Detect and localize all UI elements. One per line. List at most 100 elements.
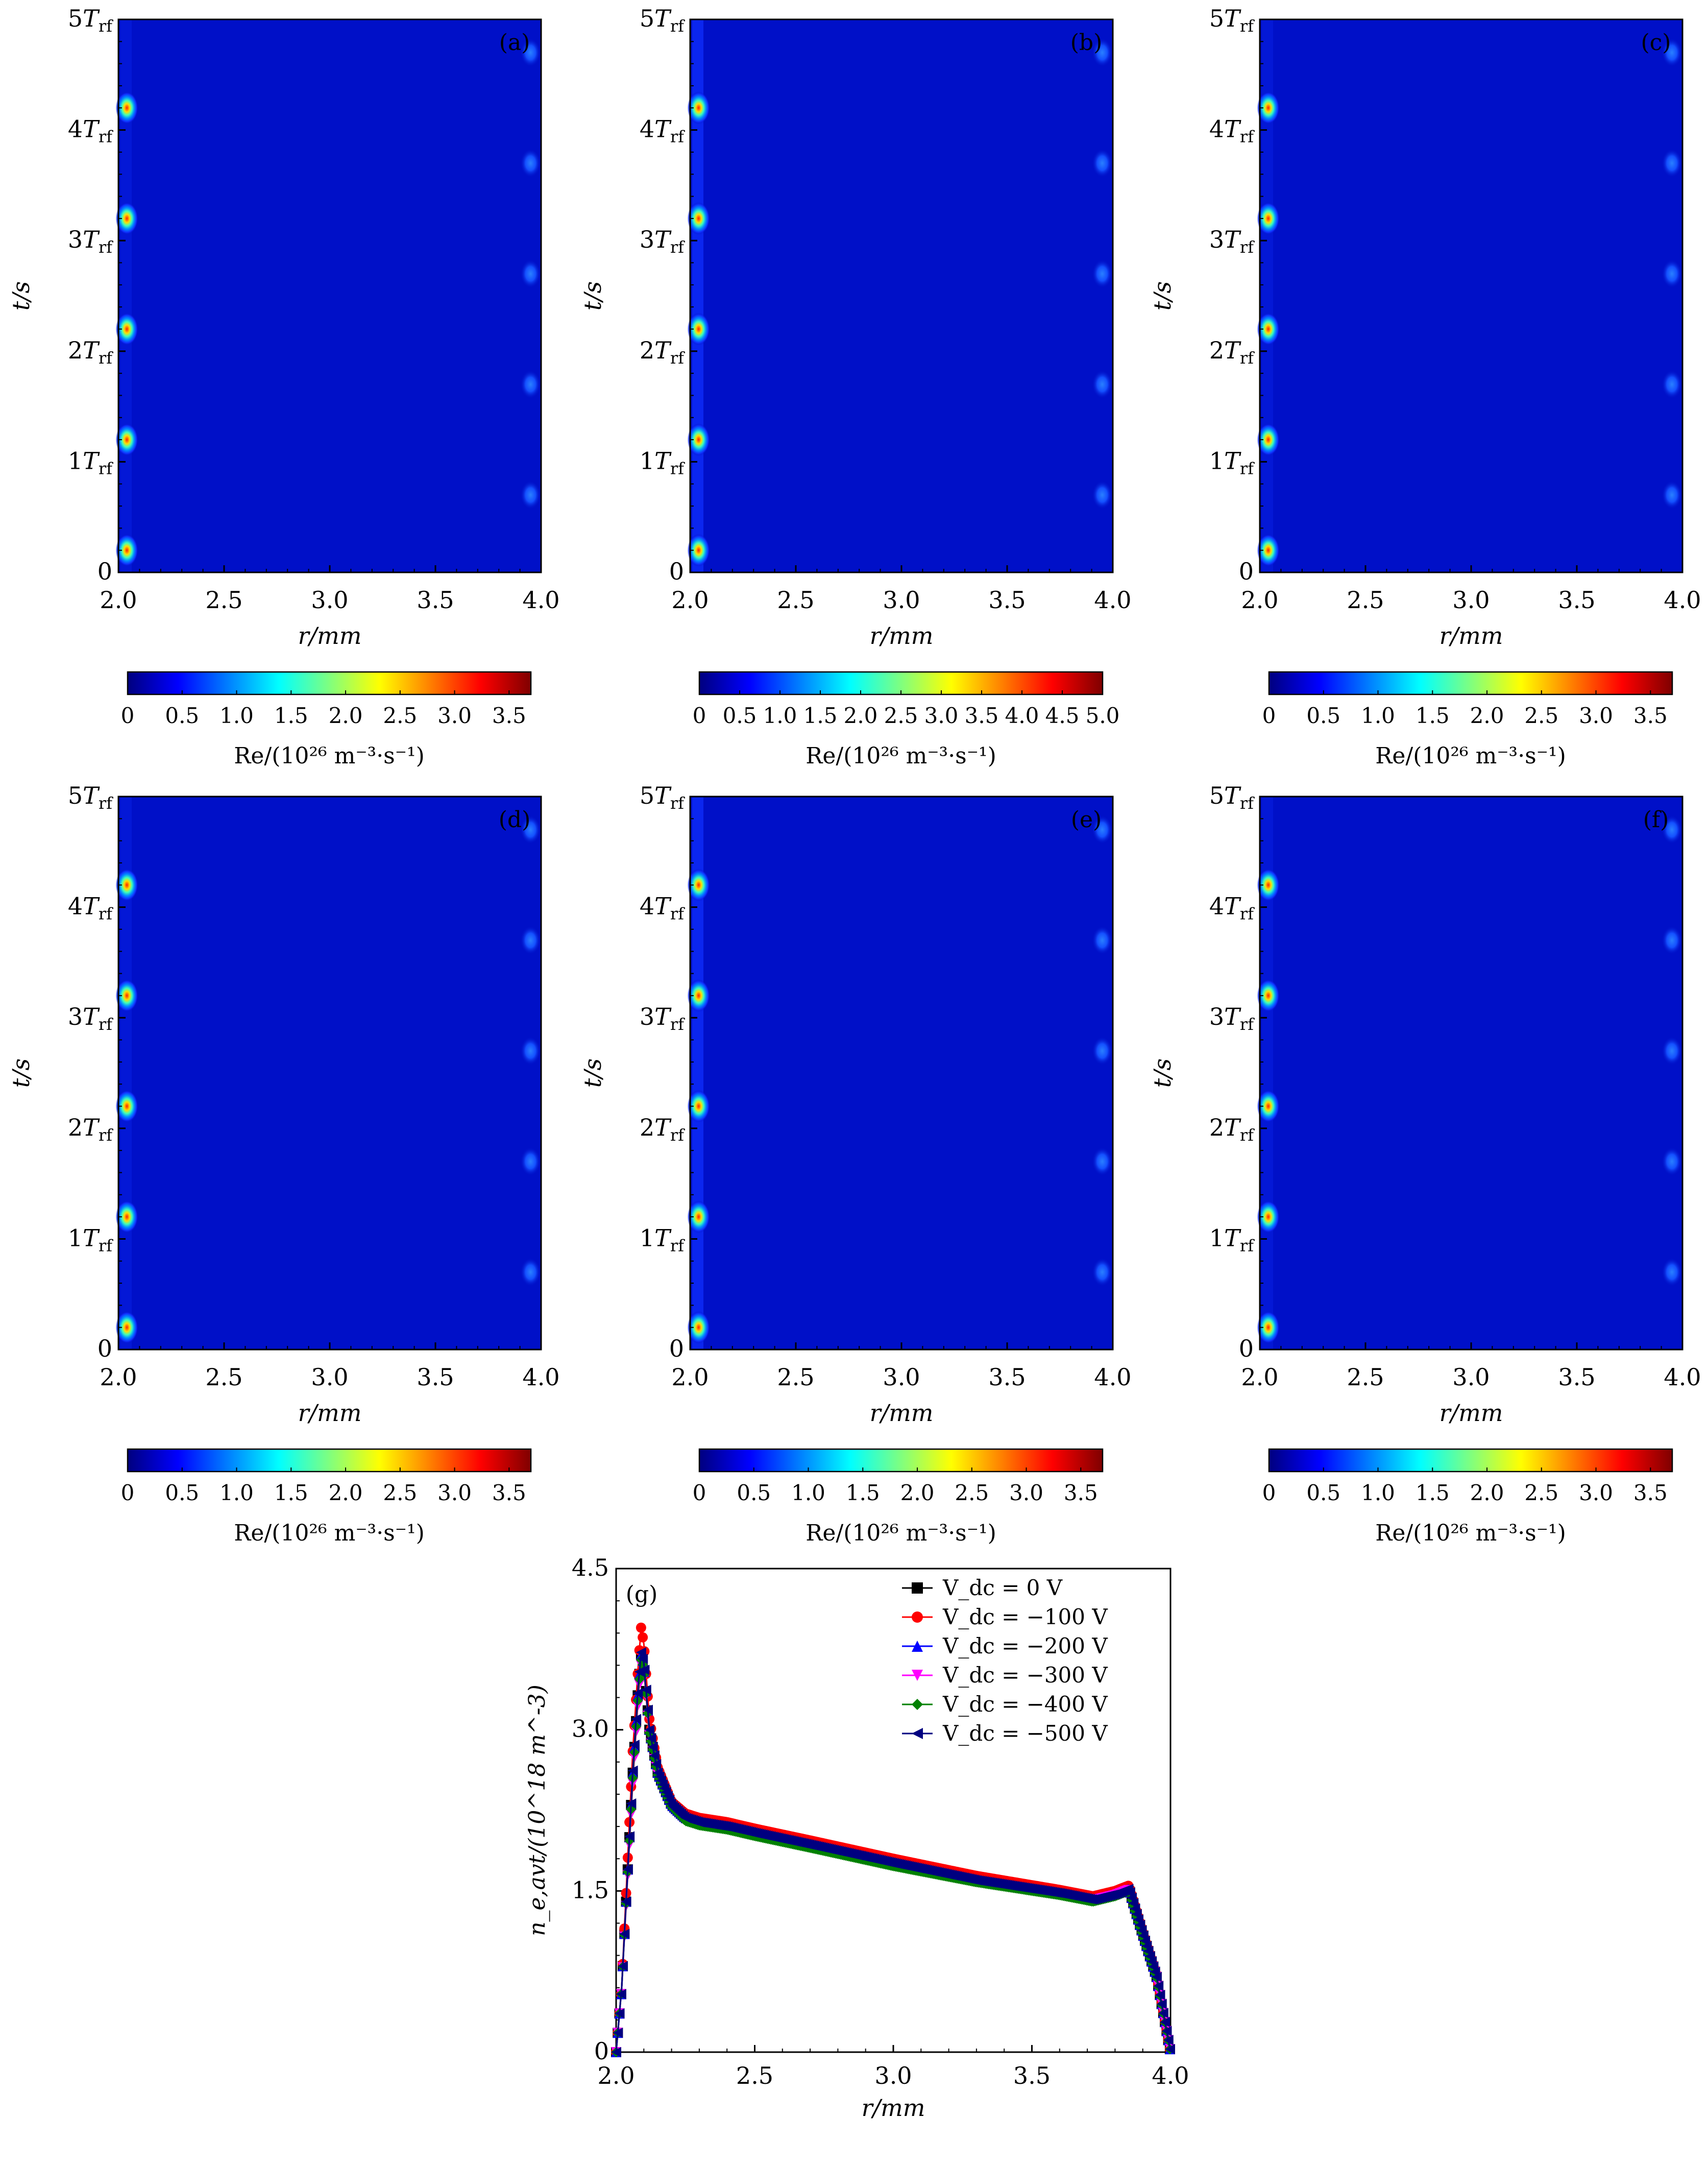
data-point bbox=[649, 1750, 660, 1761]
x-axis-label: r/mm bbox=[1439, 1399, 1503, 1427]
data-point bbox=[636, 1647, 646, 1658]
hotspot-inner bbox=[687, 202, 710, 235]
hotspot-outer bbox=[520, 38, 541, 67]
data-point bbox=[646, 1733, 656, 1744]
plot-frame bbox=[615, 1568, 1172, 2053]
hotspot-outer bbox=[1662, 480, 1682, 510]
legend-label: V_dc = −300 V bbox=[942, 1663, 1108, 1688]
hotspot-inner bbox=[1257, 979, 1280, 1012]
x-tick-label: 4.0 bbox=[522, 1363, 559, 1391]
heatmap-background bbox=[690, 797, 1113, 1350]
colorbar-tick-label: 3.0 bbox=[924, 703, 959, 728]
hotspot-outer bbox=[520, 1147, 541, 1176]
y-tick-label: 5Trf bbox=[1209, 5, 1255, 36]
x-tick-label: 3.5 bbox=[988, 586, 1026, 614]
y-axis-label: t/s bbox=[7, 1058, 35, 1088]
panel-label: (a) bbox=[499, 30, 530, 56]
y-tick-label: 1Trf bbox=[640, 1224, 685, 1255]
hotspot-outer bbox=[1092, 38, 1113, 67]
colorbar-tick-label: 0.5 bbox=[737, 1480, 771, 1505]
hotspot-outer bbox=[1662, 815, 1682, 844]
x-tick-label: 4.0 bbox=[1664, 1363, 1701, 1391]
x-tick-label: 3.0 bbox=[311, 586, 348, 614]
colorbar-tick-label: 0 bbox=[693, 703, 706, 728]
x-axis-label: r/mm bbox=[1439, 622, 1503, 649]
heatmap-panel: (a) 2.0 2.5 3.0 3.5 4.0 0 1Trf 2Trf 3Trf 4Trf 5Trf r… bbox=[7, 5, 560, 769]
colorbar-tick-label: 0.5 bbox=[165, 1480, 199, 1505]
colorbar bbox=[698, 1448, 1104, 1473]
hotspot-outer bbox=[1092, 480, 1113, 510]
colorbar-tick-label: 2.5 bbox=[383, 703, 417, 728]
x-tick-label: 2.5 bbox=[736, 2062, 773, 2089]
y-tick-label: 2Trf bbox=[640, 336, 685, 368]
hotspot-inner bbox=[115, 534, 138, 567]
x-tick-label: 2.0 bbox=[100, 586, 137, 614]
hotspot-inner bbox=[687, 1090, 710, 1123]
colorbar bbox=[1268, 1448, 1673, 1473]
legend-label: V_dc = −100 V bbox=[942, 1604, 1108, 1629]
hotspot-inner bbox=[115, 869, 138, 902]
data-point bbox=[629, 1740, 640, 1750]
legend-item: V_dc = −500 V bbox=[902, 1721, 1108, 1746]
heatmap-panel: (f) 2.0 2.5 3.0 3.5 4.0 0 1Trf 2Trf 3Trf 4Trf 5Trf r… bbox=[1149, 782, 1701, 1546]
x-tick-label: 2.0 bbox=[1241, 1363, 1278, 1391]
hotspot-inner bbox=[687, 91, 710, 125]
y-tick-label: 2Trf bbox=[1209, 1114, 1255, 1145]
data-point bbox=[639, 1665, 650, 1675]
x-axis-label: r/mm bbox=[870, 1399, 934, 1427]
hotspot-inner bbox=[687, 869, 710, 902]
hotspot-outer bbox=[1662, 38, 1682, 67]
y-tick-label: 4Trf bbox=[640, 115, 685, 147]
y-tick-label: 5Trf bbox=[1209, 782, 1255, 813]
y-tick-label: 5Trf bbox=[68, 5, 113, 36]
data-point bbox=[613, 2028, 623, 2038]
legend-item: V_dc = −100 V bbox=[902, 1604, 1108, 1629]
y-tick-label: 4Trf bbox=[68, 115, 113, 147]
colorbar-tick-label: 2.5 bbox=[955, 1480, 989, 1505]
y-tick-label: 1Trf bbox=[68, 447, 113, 478]
data-point bbox=[624, 1831, 635, 1842]
y-tick-label: 0 bbox=[97, 1335, 112, 1362]
hotspot-outer bbox=[1662, 149, 1682, 178]
data-point bbox=[619, 1929, 630, 1939]
colorbar-label: Re/(10²⁶ m⁻³·s⁻¹) bbox=[806, 743, 996, 769]
x-tick-label: 2.5 bbox=[205, 586, 242, 614]
colorbar-tick-label: 3.0 bbox=[1579, 703, 1613, 728]
colorbar-tick-label: 1.0 bbox=[219, 1480, 254, 1505]
data-point bbox=[1153, 1981, 1164, 1991]
heatmap-background bbox=[1260, 19, 1682, 572]
colorbar-tick-label: 4.0 bbox=[1005, 703, 1039, 728]
data-point bbox=[632, 1688, 643, 1699]
hotspot-outer bbox=[1662, 259, 1682, 288]
hotspot-inner bbox=[687, 312, 710, 346]
colorbar-tick-label: 1.0 bbox=[1361, 1480, 1395, 1505]
x-tick-label: 2.0 bbox=[100, 1363, 137, 1391]
y-tick-label: 4Trf bbox=[1209, 115, 1255, 147]
heatmap-panel: (c) 2.0 2.5 3.0 3.5 4.0 0 1Trf 2Trf 3Trf 4Trf 5Trf r… bbox=[1149, 5, 1701, 769]
x-tick-label: 4.0 bbox=[1664, 586, 1701, 614]
colorbar-tick-label: 3.0 bbox=[1009, 1480, 1043, 1505]
colorbar-tick-label: 3.0 bbox=[437, 703, 472, 728]
colorbar-tick-label: 2.0 bbox=[1470, 703, 1504, 728]
y-tick-label: 0 bbox=[669, 558, 684, 585]
legend-item: V_dc = −300 V bbox=[902, 1663, 1108, 1688]
x-tick-label: 3.5 bbox=[1558, 1363, 1595, 1391]
data-point bbox=[912, 1582, 923, 1594]
panel-label: (e) bbox=[1071, 807, 1102, 833]
data-point bbox=[1151, 1971, 1162, 1982]
colorbar bbox=[1268, 671, 1673, 695]
legend-item: V_dc = 0 V bbox=[902, 1575, 1063, 1600]
x-tick-label: 2.0 bbox=[597, 2062, 635, 2089]
hotspot-inner bbox=[115, 91, 138, 125]
x-tick-label: 3.5 bbox=[1013, 2062, 1051, 2089]
y-tick-label: 1Trf bbox=[640, 447, 685, 478]
y-tick-label: 0 bbox=[1239, 558, 1254, 585]
hotspot-inner bbox=[687, 1311, 710, 1344]
hotspot-inner bbox=[687, 1200, 710, 1234]
data-point bbox=[912, 1728, 923, 1739]
data-point bbox=[638, 1653, 648, 1664]
data-point bbox=[621, 1896, 631, 1907]
colorbar-tick-label: 0 bbox=[121, 1480, 135, 1505]
data-point bbox=[912, 1641, 923, 1652]
hotspot-outer bbox=[1092, 1147, 1113, 1176]
